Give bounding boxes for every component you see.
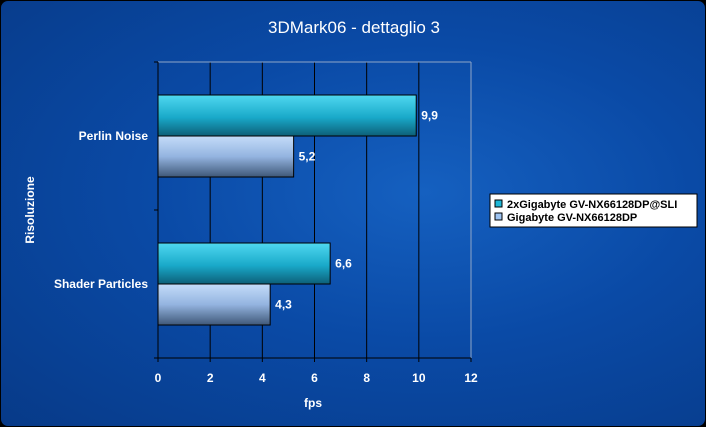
x-tick-label: 0 bbox=[155, 371, 162, 385]
x-tick-label: 6 bbox=[311, 371, 318, 385]
legend-swatch bbox=[494, 199, 503, 208]
bar bbox=[157, 242, 331, 285]
legend-box bbox=[489, 193, 698, 228]
data-label: 6,6 bbox=[335, 257, 352, 271]
bar bbox=[157, 135, 295, 178]
data-label: 5,2 bbox=[299, 150, 316, 164]
category-label: Shader Particles bbox=[54, 277, 148, 291]
x-tick-label: 4 bbox=[259, 371, 266, 385]
plot-area: 0 2 4 6 8 10 12 Perlin Noise 9,9 5,2 Shader Partic… bbox=[54, 61, 478, 385]
y-axis-title: Risoluzione bbox=[23, 176, 37, 244]
legend-label: Gigabyte GV-NX66128DP bbox=[507, 212, 637, 224]
x-tick-label: 12 bbox=[464, 371, 478, 385]
legend-label: 2xGigabyte GV-NX66128DP@SLI bbox=[507, 199, 677, 211]
x-tick-label: 10 bbox=[412, 371, 426, 385]
chart-title: 3DMark06 - dettaglio 3 bbox=[268, 18, 440, 37]
x-tick-label: 8 bbox=[363, 371, 370, 385]
bar bbox=[157, 94, 417, 137]
data-label: 4,3 bbox=[275, 298, 292, 312]
category-label: Perlin Noise bbox=[79, 129, 149, 143]
legend-swatch bbox=[494, 212, 503, 221]
x-axis-title: fps bbox=[304, 396, 322, 410]
bar bbox=[157, 283, 271, 326]
data-label: 9,9 bbox=[421, 109, 438, 123]
x-tick-label: 2 bbox=[207, 371, 214, 385]
